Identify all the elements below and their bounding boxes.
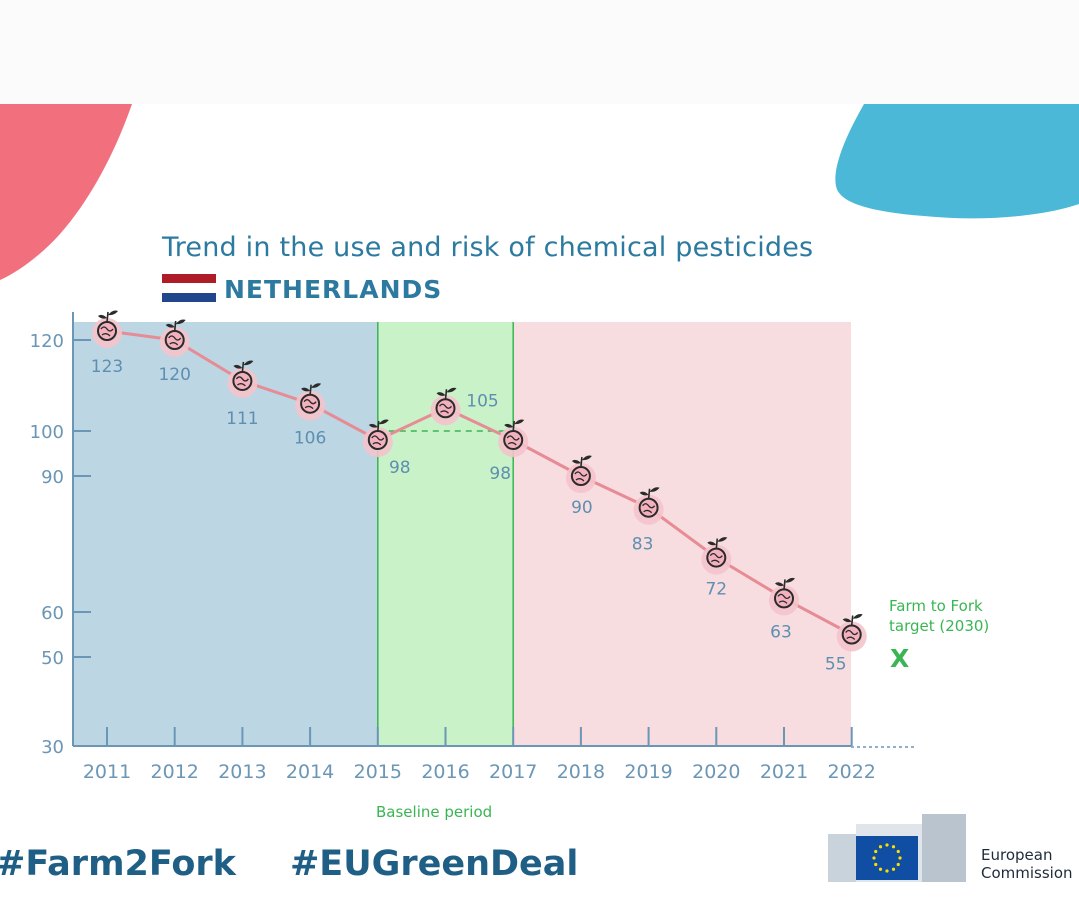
chart-subtitle: NETHERLANDS xyxy=(224,275,443,304)
data-point xyxy=(430,387,461,426)
hashtag-eugreendeal: #EUGreenDeal xyxy=(289,844,579,884)
data-label: 98 xyxy=(389,458,411,478)
eu-star xyxy=(885,869,889,873)
data-label: 123 xyxy=(91,357,123,377)
hashtag-farm2fork: #Farm2Fork xyxy=(0,844,236,884)
eu-star xyxy=(896,862,900,867)
y-tick-label: 120 xyxy=(30,331,64,352)
flag-stripe-blue xyxy=(162,292,216,302)
x-tick-label: 2021 xyxy=(760,761,808,783)
eu-star xyxy=(891,845,896,849)
data-label: 120 xyxy=(158,365,190,385)
data-label: 55 xyxy=(825,655,847,675)
flag-stripe-red xyxy=(162,274,216,284)
data-label: 98 xyxy=(489,464,511,484)
x-tick-label: 2017 xyxy=(489,761,537,783)
x-tick-label: 2011 xyxy=(83,761,131,783)
data-point xyxy=(498,419,529,457)
target-label: Farm to Fork target (2030) xyxy=(889,597,990,635)
x-tick-label: 2014 xyxy=(286,761,334,783)
eu-star xyxy=(896,849,900,854)
target-marker: X xyxy=(890,644,910,673)
data-point xyxy=(227,360,258,398)
data-point xyxy=(565,455,596,493)
eu-star xyxy=(872,856,876,860)
data-point xyxy=(92,310,122,348)
eu-star xyxy=(874,862,878,867)
data-label: 90 xyxy=(571,498,593,518)
flag-stripe-white xyxy=(162,283,216,293)
eu-star xyxy=(885,843,889,847)
baseline-period-label: Baseline period xyxy=(376,803,493,821)
y-tick-label: 50 xyxy=(41,648,64,669)
data-point xyxy=(836,614,867,652)
x-tick-label: 2019 xyxy=(624,761,672,783)
eu-star xyxy=(878,845,883,849)
european-commission-text: European Commission xyxy=(981,846,1073,882)
chart-title: Trend in the use and risk of chemical pe… xyxy=(162,232,814,263)
blue-decoration xyxy=(835,104,1079,219)
pink-decoration xyxy=(0,104,132,280)
eu-star xyxy=(891,867,896,871)
data-point xyxy=(701,537,732,575)
hashtags: #Farm2Fork #EUGreenDeal xyxy=(0,844,632,884)
eu-star xyxy=(874,849,878,854)
data-point xyxy=(295,383,326,421)
top-band xyxy=(0,0,1079,104)
eu-star xyxy=(898,856,902,860)
x-tick-label: 2018 xyxy=(557,761,605,783)
netherlands-flag-icon xyxy=(162,274,216,302)
x-tick-label: 2020 xyxy=(692,761,740,783)
region-baseline-period xyxy=(377,322,514,746)
x-tick-label: 2015 xyxy=(354,761,402,783)
data-label: 111 xyxy=(226,409,258,429)
european-commission-logo: European Commission xyxy=(826,812,1079,890)
y-tick-label: 100 xyxy=(30,422,64,443)
data-point xyxy=(633,487,664,525)
data-label: 106 xyxy=(294,429,326,449)
region-pre-baseline xyxy=(73,322,378,746)
y-tick-label: 90 xyxy=(41,467,64,488)
data-point xyxy=(159,319,190,357)
data-label: 105 xyxy=(466,391,498,411)
x-tick-label: 2012 xyxy=(151,761,199,783)
x-tick-label: 2016 xyxy=(421,761,469,783)
data-label: 72 xyxy=(705,580,727,600)
data-label: 83 xyxy=(632,535,654,555)
y-tick-label: 30 xyxy=(41,737,64,758)
data-point xyxy=(362,419,393,457)
x-tick-label: 2022 xyxy=(828,761,876,783)
data-point xyxy=(769,577,799,616)
y-tick-label: 60 xyxy=(41,603,64,624)
data-label: 63 xyxy=(770,622,792,642)
eu-star xyxy=(878,867,883,871)
eu-flag-icon xyxy=(828,814,966,882)
x-tick-label: 2013 xyxy=(218,761,266,783)
